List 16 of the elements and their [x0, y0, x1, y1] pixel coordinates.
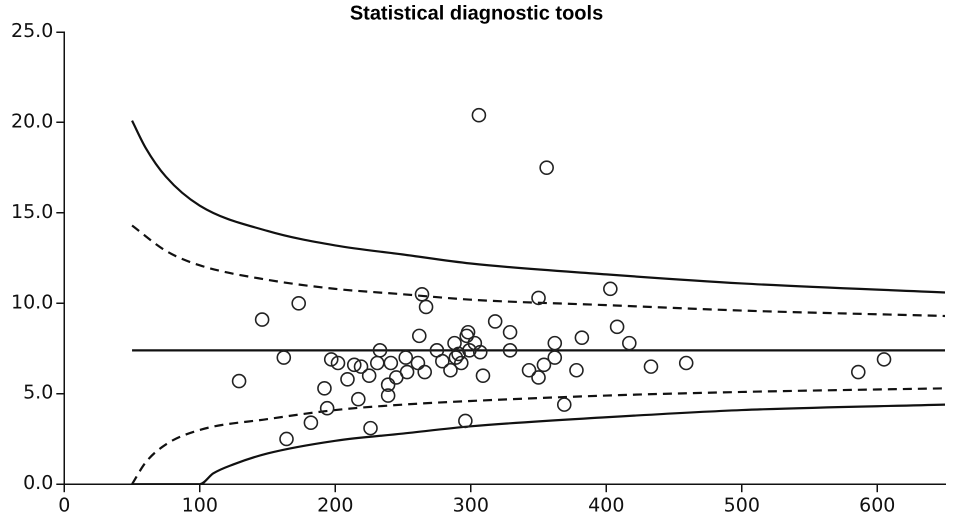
y-tick-label: 25.0: [10, 20, 54, 42]
y-tick-label: 20.0: [10, 110, 54, 132]
line-series: [130, 224, 945, 318]
x-tick-label: 0: [58, 494, 70, 517]
y-tick-label: 0.0: [23, 472, 54, 494]
x-tick-label: 300: [452, 494, 489, 517]
x-tick-label: 100: [182, 494, 218, 517]
x-tick-label: 600: [859, 494, 896, 517]
x-tick-label: 400: [588, 494, 624, 517]
y-tick-label: 5.0: [23, 382, 54, 404]
chart-title: Statistical diagnostic tools: [350, 2, 604, 25]
x-tick-label: 500: [724, 494, 760, 517]
line-series: [130, 120, 945, 294]
y-tick-label: 15.0: [10, 200, 54, 223]
y-tick-label: 10.0: [10, 291, 54, 314]
x-tick-label: 200: [317, 494, 354, 517]
